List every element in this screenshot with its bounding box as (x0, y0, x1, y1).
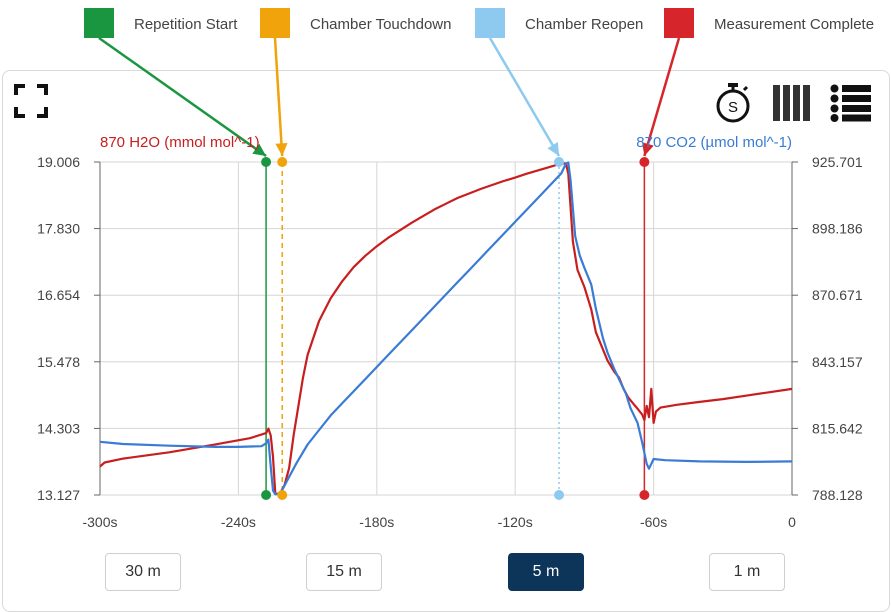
legend-pointer (643, 37, 681, 157)
y-tick-label-right: 843.157 (812, 354, 863, 370)
co2-series-line (99, 161, 793, 496)
event-marker-bottom (554, 490, 565, 500)
legend-pointer-arrowhead (547, 142, 560, 156)
x-tick-label: 0 (788, 514, 796, 530)
event-marker-top (261, 157, 272, 167)
legend-swatch (260, 8, 290, 38)
left-axis-title: 870 H2O (mmol mol^-1) (100, 134, 260, 151)
legend-pointer-arrowhead (642, 142, 654, 156)
stopwatch-icon[interactable]: S (713, 82, 753, 124)
legend-label: Measurement Complete (714, 16, 875, 33)
y-tick-label-right: 815.642 (812, 420, 863, 436)
legend-pointer-arrowhead (252, 143, 267, 156)
x-tick-label: -300s (82, 514, 117, 530)
event-marker-bottom (277, 490, 288, 500)
y-tick-label-right: 788.128 (812, 487, 863, 503)
range-button-5m[interactable]: 5 m (508, 553, 584, 591)
columns-icon[interactable] (772, 84, 814, 122)
y-tick-label-left: 14.303 (37, 420, 80, 436)
x-tick-label: -120s (498, 514, 533, 530)
event-marker-top (639, 157, 650, 167)
y-tick-label-left: 19.006 (37, 154, 80, 170)
event-marker-top (554, 157, 565, 167)
range-button-30m[interactable]: 30 m (105, 553, 181, 591)
legend-label: Chamber Reopen (525, 16, 644, 33)
h2o-series-line (99, 162, 793, 495)
y-tick-label-right: 870.671 (812, 287, 863, 303)
list-icon[interactable] (830, 84, 872, 122)
x-tick-label: -60s (640, 514, 667, 530)
legend-pointer (98, 36, 267, 158)
series (99, 161, 793, 496)
y-tick-label-right: 925.701 (812, 154, 863, 170)
y-tick-label-left: 13.127 (37, 487, 80, 503)
legend-pointer-arrowhead (275, 143, 288, 156)
x-tick-label: -240s (221, 514, 256, 530)
chart-panel (2, 70, 890, 612)
legend-pointers (98, 36, 681, 158)
event-marker-bottom (639, 490, 650, 500)
legend-swatch (664, 8, 694, 38)
y-tick-label-right: 898.186 (812, 221, 863, 237)
range-button-1m[interactable]: 1 m (709, 553, 785, 591)
legend-label: Repetition Start (134, 16, 238, 33)
y-tick-label-left: 17.830 (37, 221, 80, 237)
x-tick-label: -180s (359, 514, 394, 530)
range-button-15m[interactable]: 15 m (306, 553, 382, 591)
fullscreen-icon[interactable] (14, 84, 48, 118)
event-markers (261, 157, 650, 500)
stopwatch-letter: S (728, 99, 738, 116)
legend-swatch (84, 8, 114, 38)
legend-pointer (488, 37, 561, 157)
legend-swatch (475, 8, 505, 38)
event-lines (265, 162, 646, 495)
grid (99, 161, 793, 496)
right-axis-title: 870 CO2 (µmol mol^-1) (636, 134, 792, 151)
event-marker-top (277, 157, 288, 167)
y-tick-label-left: 16.654 (37, 287, 80, 303)
legend-pointer (273, 37, 284, 157)
y-tick-label-left: 15.478 (37, 354, 80, 370)
axes: -300s -240s -180s -120s -60s 0 19.006 925.701 17… (37, 154, 863, 530)
event-marker-bottom (261, 490, 272, 500)
legend-label: Chamber Touchdown (310, 16, 452, 33)
